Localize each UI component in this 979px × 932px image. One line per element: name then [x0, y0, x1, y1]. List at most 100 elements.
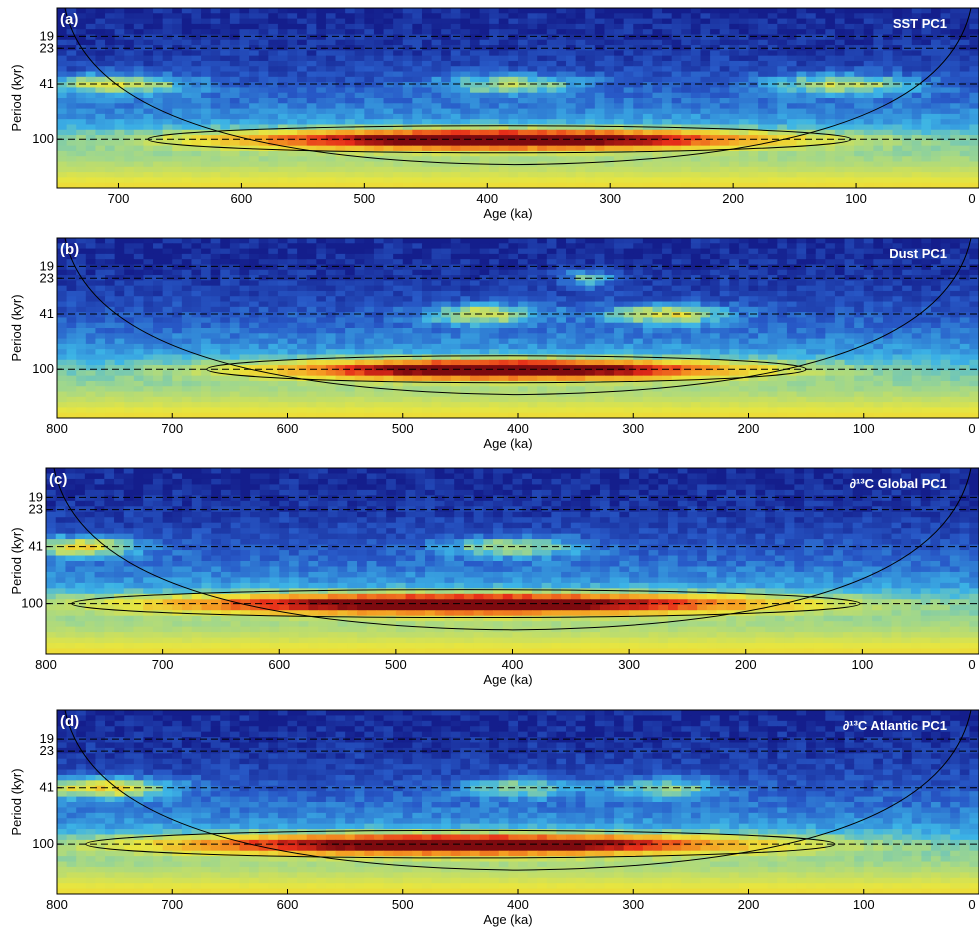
power-cell — [412, 243, 423, 250]
power-cell — [172, 275, 183, 281]
power-cell — [345, 317, 356, 324]
power-cell — [911, 301, 922, 308]
power-cell — [95, 92, 106, 99]
power-cell — [133, 50, 145, 57]
power-cell — [921, 166, 932, 173]
power-cell — [431, 60, 442, 67]
power-cell — [767, 166, 778, 173]
power-cell — [863, 312, 874, 319]
power-cell — [969, 119, 979, 126]
power-cell — [421, 177, 433, 184]
power-cell — [181, 45, 193, 51]
power-cell — [940, 161, 951, 168]
power-cell — [921, 98, 932, 104]
power-cell — [796, 253, 807, 260]
power-cell — [489, 8, 500, 14]
power-cell — [796, 39, 807, 46]
power-cell — [95, 39, 106, 46]
power-cell — [767, 71, 778, 78]
power-cell — [210, 280, 221, 287]
power-cell — [642, 275, 654, 281]
power-cell — [527, 182, 538, 188]
power-cell — [508, 60, 519, 67]
power-cell — [172, 13, 183, 20]
power-cell — [181, 301, 193, 308]
power-cell — [518, 301, 529, 308]
power-cell — [854, 264, 865, 271]
power-cell — [508, 322, 519, 329]
power-cell — [882, 285, 894, 292]
power-cell — [249, 140, 260, 147]
power-cell — [412, 312, 423, 319]
power-cell — [287, 253, 298, 260]
power-cell — [566, 259, 577, 266]
power-cell — [738, 269, 750, 276]
power-cell — [431, 290, 442, 297]
power-cell — [873, 82, 884, 89]
power-cell — [585, 135, 596, 141]
power-cell — [738, 92, 750, 99]
power-cell — [335, 156, 346, 163]
power-cell — [566, 29, 577, 36]
power-cell — [210, 113, 221, 120]
power-cell — [383, 253, 394, 260]
power-cell — [710, 66, 721, 73]
power-cell — [229, 55, 241, 62]
power-cell — [421, 71, 433, 78]
power-cell — [556, 177, 567, 184]
power-cell — [892, 60, 903, 67]
power-cell — [441, 264, 452, 271]
power-cell — [345, 87, 356, 94]
power-cell — [508, 253, 519, 260]
power-cell — [930, 177, 942, 184]
power-cell — [700, 285, 711, 292]
power-cell — [95, 60, 106, 67]
power-cell — [383, 285, 394, 292]
power-cell — [566, 50, 577, 57]
power-cell — [633, 161, 644, 168]
power-cell — [66, 113, 77, 120]
power-cell — [537, 8, 548, 14]
power-cell — [662, 113, 673, 120]
power-cell — [930, 322, 942, 329]
power-cell — [277, 140, 289, 147]
power-cell — [758, 18, 769, 25]
power-cell — [815, 76, 826, 83]
power-cell — [258, 317, 269, 324]
power-cell — [441, 238, 452, 244]
power-cell — [786, 76, 798, 83]
power-cell — [354, 140, 365, 147]
power-cell — [700, 253, 711, 260]
power-cell — [57, 301, 68, 308]
power-cell — [479, 76, 490, 83]
power-cell — [489, 92, 500, 99]
power-cell — [854, 253, 865, 260]
power-cell — [191, 23, 202, 30]
power-cell — [508, 103, 519, 110]
power-cell — [345, 113, 356, 120]
power-cell — [249, 98, 260, 104]
power-cell — [114, 317, 125, 324]
power-cell — [662, 92, 673, 99]
power-cell — [431, 66, 442, 73]
power-cell — [364, 248, 375, 255]
power-cell — [249, 76, 260, 83]
power-cell — [873, 71, 884, 78]
power-cell — [85, 322, 97, 329]
power-cell — [940, 18, 951, 25]
power-cell — [316, 23, 327, 30]
power-cell — [306, 66, 317, 73]
power-cell — [431, 177, 442, 184]
power-cell — [393, 135, 404, 141]
power-cell — [738, 264, 750, 271]
power-cell — [335, 71, 346, 78]
power-cell — [306, 108, 317, 115]
power-cell — [508, 87, 519, 94]
power-cell — [614, 306, 625, 313]
power-cell — [633, 140, 644, 147]
power-cell — [354, 238, 365, 244]
power-cell — [229, 182, 241, 188]
power-cell — [882, 55, 894, 62]
power-cell — [854, 129, 865, 136]
power-cell — [825, 253, 836, 260]
